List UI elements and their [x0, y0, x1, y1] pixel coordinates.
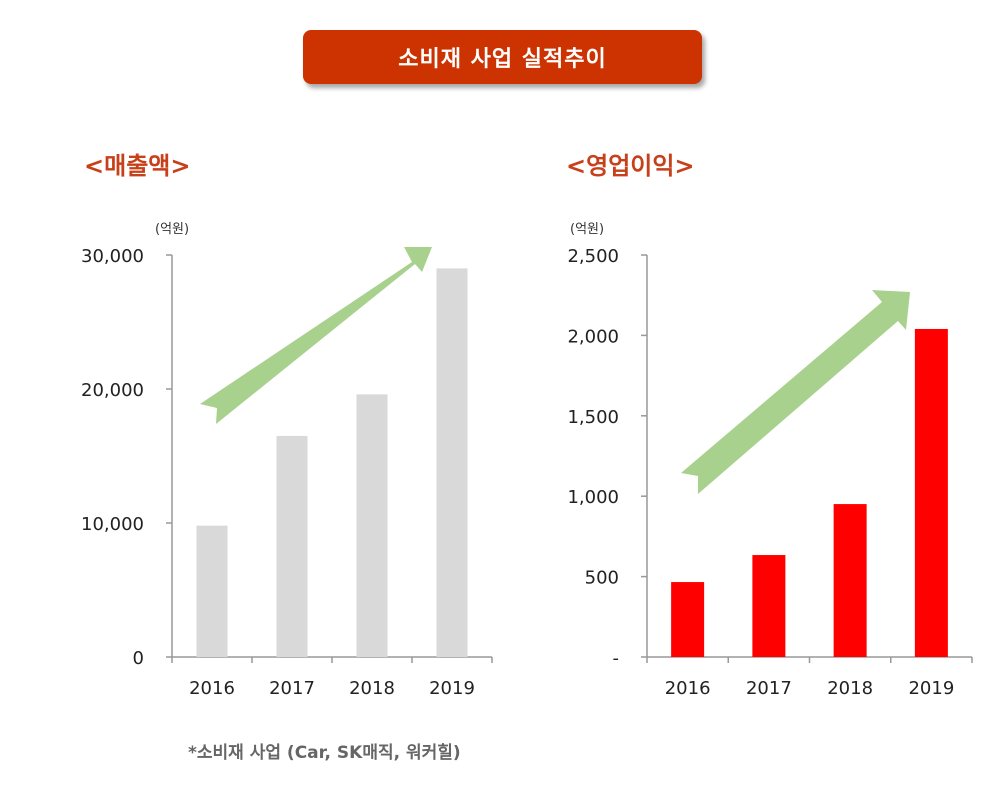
footnote: *소비재 사업 (Car, SK매직, 워커힐): [188, 743, 461, 763]
bar-2018: [833, 504, 867, 657]
bar-2017: [276, 435, 308, 657]
bar-2016: [671, 582, 705, 657]
y-tick-label: 10,000: [81, 514, 144, 535]
y-tick-label: 500: [585, 568, 619, 589]
x-tick-label: 2018: [349, 678, 395, 699]
y-tick-label: 2,000: [567, 326, 619, 347]
page-title: 소비재 사업 실적추이: [398, 47, 607, 72]
x-tick-label: 2016: [665, 678, 711, 699]
y-tick-label: 2,500: [567, 246, 619, 267]
title-banner: 소비재 사업 실적추이: [303, 30, 702, 84]
x-tick-label: 2017: [746, 678, 792, 699]
bar-2019: [436, 268, 468, 657]
y-tick-label: 30,000: [81, 246, 144, 267]
y-tick-label: 1,000: [567, 487, 619, 508]
chart-title-revenue: <매출액>: [84, 152, 191, 180]
y-tick-label: 1,500: [567, 407, 619, 428]
x-tick-label: 2019: [908, 678, 954, 699]
y-tick-label: 20,000: [81, 380, 144, 401]
bar-2019: [914, 328, 948, 657]
bar-2018: [356, 394, 388, 657]
trend-arrow-icon: [200, 247, 432, 424]
bar-2017: [752, 555, 786, 657]
x-tick-label: 2019: [429, 678, 475, 699]
x-tick-label: 2016: [189, 678, 235, 699]
y-tick-label: -: [613, 648, 620, 669]
unit-label: (억원): [155, 222, 189, 237]
unit-label: (억원): [570, 222, 604, 237]
x-tick-label: 2017: [269, 678, 315, 699]
trend-arrow-icon: [681, 290, 910, 494]
y-tick-label: 0: [133, 648, 144, 669]
bar-2016: [196, 525, 228, 657]
x-tick-label: 2018: [827, 678, 873, 699]
chart-title-operating-profit: <영업이익>: [566, 152, 695, 180]
